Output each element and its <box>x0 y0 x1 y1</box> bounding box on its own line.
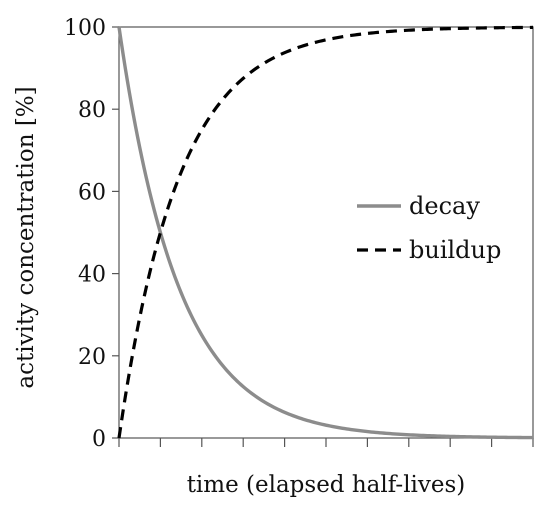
y-tick-label: 100 <box>64 16 106 41</box>
legend-label-buildup: buildup <box>409 236 501 264</box>
y-tick-label: 20 <box>78 345 106 370</box>
series-line-decay <box>117 26 534 440</box>
legend: decay buildup <box>357 192 501 264</box>
plot-border <box>118 26 534 439</box>
y-tick-label: 0 <box>92 427 106 452</box>
series-line-buildup <box>117 25 534 439</box>
series-layer <box>117 25 534 440</box>
y-tick-label: 60 <box>78 180 106 205</box>
x-axis-ticks <box>118 438 534 447</box>
y-tick-label: 80 <box>78 98 106 123</box>
plot-frame <box>118 26 534 439</box>
y-tick-label: 40 <box>78 263 106 288</box>
y-axis-label: activity concentration [%] <box>13 86 39 388</box>
x-axis-label: time (elapsed half-lives) <box>187 472 466 498</box>
y-axis-ticks: 0 20 40 60 80 100 <box>64 16 119 452</box>
legend-label-decay: decay <box>409 192 480 220</box>
